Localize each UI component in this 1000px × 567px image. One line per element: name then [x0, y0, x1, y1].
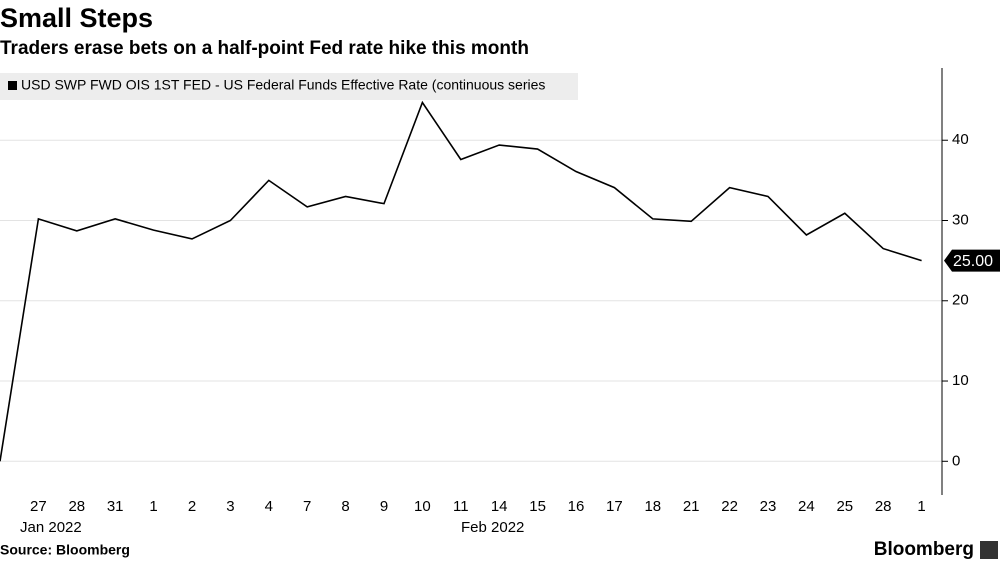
- x-tick-label: 28: [68, 498, 85, 515]
- x-tick-label: 11: [453, 498, 469, 515]
- x-tick-label: 15: [529, 498, 546, 515]
- y-tick-label: 0: [952, 452, 960, 469]
- x-tick-label: 24: [798, 498, 815, 515]
- x-tick-label: 2: [188, 498, 196, 515]
- value-label: 25.00: [953, 253, 993, 270]
- x-tick-label: 22: [721, 498, 738, 515]
- x-tick-label: 1: [917, 498, 925, 515]
- x-tick-label: 1: [149, 498, 157, 515]
- x-tick-label: 27: [30, 498, 47, 515]
- x-tick-label: 3: [226, 498, 234, 515]
- legend-label: USD SWP FWD OIS 1ST FED - US Federal Fun…: [21, 77, 545, 93]
- x-tick-label: 8: [341, 498, 349, 515]
- x-tick-label: 23: [760, 498, 777, 515]
- y-tick-label: 30: [952, 211, 969, 228]
- y-tick-label: 10: [952, 372, 969, 389]
- line: [0, 100, 922, 462]
- x-tick-label: 7: [303, 498, 311, 515]
- x-tick-label: 10: [414, 498, 431, 515]
- x-group-label: Jan 2022: [20, 519, 82, 536]
- x-tick-label: 28: [875, 498, 892, 515]
- y-tick-label: 40: [952, 131, 969, 148]
- chart-title: Small Steps: [0, 3, 153, 33]
- x-tick-label: 21: [683, 498, 700, 515]
- x-tick-label: 4: [265, 498, 273, 515]
- x-tick-label: 9: [380, 498, 388, 515]
- y-tick-label: 20: [952, 292, 969, 309]
- value-label-box: [944, 249, 1000, 272]
- legend-box: [0, 73, 578, 100]
- x-tick-label: 14: [491, 498, 508, 515]
- x-tick-label: 16: [568, 498, 585, 515]
- logo-icon: [980, 541, 998, 559]
- x-tick-label: 17: [606, 498, 623, 515]
- x-tick-label: 18: [644, 498, 661, 515]
- logo: Bloomberg: [874, 539, 974, 560]
- x-tick-label: 25: [836, 498, 853, 515]
- x-tick-label: 31: [107, 498, 124, 515]
- source: Source: Bloomberg: [0, 542, 130, 558]
- x-group-label: Feb 2022: [461, 519, 524, 536]
- chart-subtitle: Traders erase bets on a half-point Fed r…: [0, 38, 529, 59]
- legend-swatch: [8, 81, 17, 90]
